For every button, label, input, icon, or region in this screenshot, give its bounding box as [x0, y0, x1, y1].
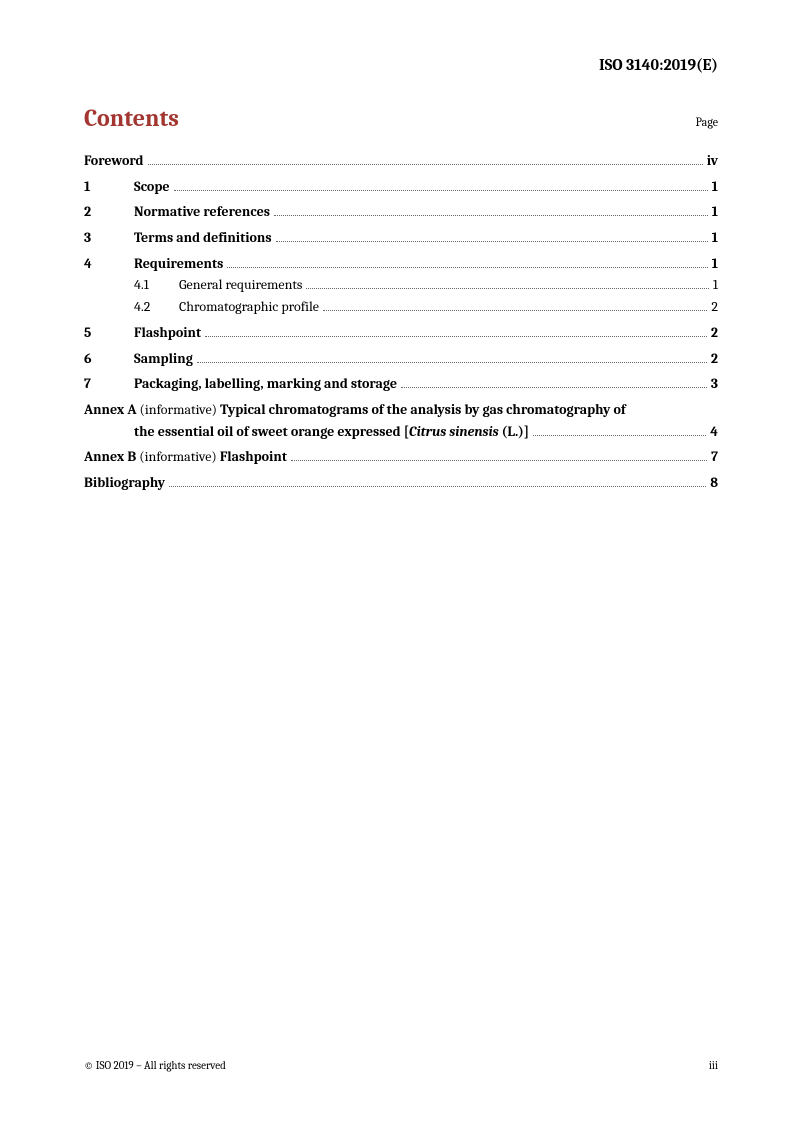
toc-num: 7	[84, 373, 134, 395]
page-footer: © ISO 2019 – All rights reserved iii	[84, 1059, 718, 1072]
toc-label: Annex B (informative) Flashpoint	[84, 446, 287, 468]
toc-label: Scope	[134, 176, 170, 198]
toc-entry: 2 Normative references 1	[84, 201, 718, 223]
toc-label: Flashpoint	[134, 322, 201, 344]
toc-label: the essential oil of sweet orange expres…	[134, 421, 529, 443]
toc-num: 4	[84, 253, 134, 275]
leader-dots	[291, 460, 707, 461]
toc-label: Foreword	[84, 150, 144, 172]
leader-dots	[323, 310, 707, 311]
toc-subnum: 4.2	[134, 296, 179, 318]
toc-label: Normative references	[134, 201, 270, 223]
toc-page: 2	[711, 348, 718, 370]
toc-label: 4.1General requirements	[134, 274, 302, 296]
toc-page: 1	[712, 227, 718, 249]
leader-dots	[197, 362, 707, 363]
leader-dots	[169, 486, 706, 487]
toc-subnum: 4.1	[134, 274, 179, 296]
table-of-contents: Foreword iv 1 Scope 1 2 Normative refere…	[84, 150, 718, 494]
toc-page: 3	[711, 373, 718, 395]
toc-entry: 5 Flashpoint 2	[84, 322, 718, 344]
toc-num: 2	[84, 201, 134, 223]
toc-num: 6	[84, 348, 134, 370]
toc-entry: 6 Sampling 2	[84, 348, 718, 370]
toc-page: 1	[713, 274, 718, 296]
annex-a-line2: the essential oil of sweet orange expres…	[84, 421, 718, 443]
toc-subentry: 4.1General requirements 1	[84, 274, 718, 296]
leader-dots	[533, 435, 706, 436]
annex-a-line1: Annex A (informative) Typical chromatogr…	[84, 399, 718, 421]
copyright-text: © ISO 2019 – All rights reserved	[84, 1059, 226, 1072]
toc-page: 4	[710, 421, 718, 443]
toc-num: 1	[84, 176, 134, 198]
toc-entry-bibliography: Bibliography 8	[84, 472, 718, 494]
toc-entry-annex-b: Annex B (informative) Flashpoint 7	[84, 446, 718, 468]
toc-page: 8	[710, 472, 718, 494]
toc-num: 3	[84, 227, 134, 249]
toc-label: Packaging, labelling, marking and storag…	[134, 373, 397, 395]
toc-subentry: 4.2Chromatographic profile 2	[84, 296, 718, 318]
toc-page: 7	[711, 446, 718, 468]
leader-dots	[306, 288, 708, 289]
toc-entry-annex-a: Annex A (informative) Typical chromatogr…	[84, 399, 718, 442]
toc-entry-foreword: Foreword iv	[84, 150, 718, 172]
leader-dots	[401, 387, 707, 388]
contents-header: Contents Page	[84, 104, 718, 132]
toc-page: iv	[707, 150, 718, 172]
leader-dots	[174, 190, 708, 191]
contents-title: Contents	[84, 104, 179, 132]
toc-page: 2	[711, 296, 718, 318]
toc-num: 5	[84, 322, 134, 344]
page-number: iii	[709, 1059, 718, 1072]
toc-label: Sampling	[134, 348, 193, 370]
document-id-header: ISO 3140:2019(E)	[84, 56, 718, 74]
page: ISO 3140:2019(E) Contents Page Foreword …	[0, 0, 793, 1122]
toc-page: 2	[711, 322, 718, 344]
leader-dots	[274, 215, 708, 216]
leader-dots	[276, 241, 708, 242]
toc-entry: 3 Terms and definitions 1	[84, 227, 718, 249]
toc-page: 1	[712, 253, 718, 275]
toc-entry: 1 Scope 1	[84, 176, 718, 198]
toc-page: 1	[712, 176, 718, 198]
page-column-label: Page	[696, 115, 718, 129]
leader-dots	[148, 164, 703, 165]
toc-entry: 7 Packaging, labelling, marking and stor…	[84, 373, 718, 395]
toc-label: Requirements	[134, 253, 223, 275]
leader-dots	[227, 267, 707, 268]
toc-label: 4.2Chromatographic profile	[134, 296, 319, 318]
toc-label: Bibliography	[84, 472, 165, 494]
toc-entry: 4 Requirements 1	[84, 253, 718, 275]
toc-label: Terms and definitions	[134, 227, 272, 249]
leader-dots	[205, 336, 707, 337]
toc-page: 1	[712, 201, 718, 223]
